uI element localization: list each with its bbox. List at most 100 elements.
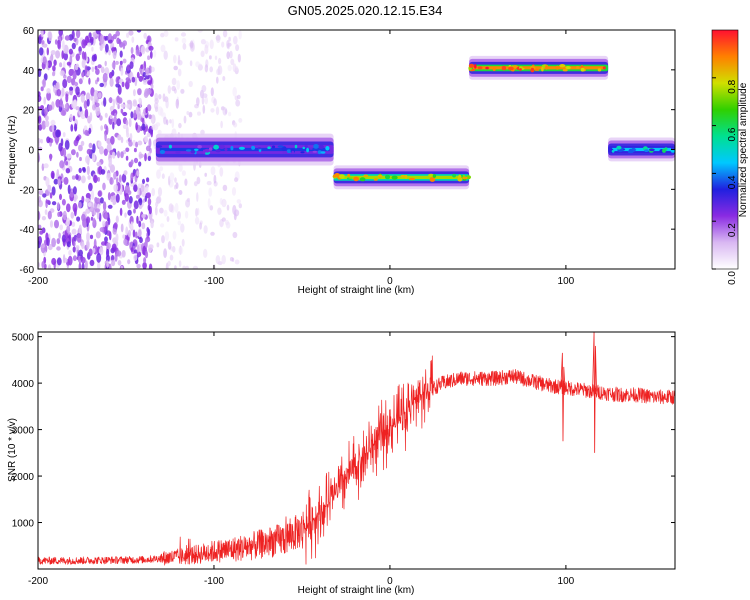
noise-speckle bbox=[146, 88, 152, 95]
band-texture bbox=[218, 144, 225, 149]
noise-speckle bbox=[136, 113, 142, 120]
band-texture bbox=[477, 66, 483, 70]
noise-speckle bbox=[126, 132, 130, 138]
noise-speckle bbox=[163, 209, 168, 217]
noise-speckle bbox=[160, 32, 165, 38]
noise-speckle bbox=[182, 43, 187, 50]
noise-speckle bbox=[210, 231, 215, 236]
noise-speckle bbox=[115, 30, 120, 37]
noise-speckle bbox=[56, 238, 61, 245]
noise-speckle bbox=[41, 163, 45, 171]
noise-speckle bbox=[113, 171, 117, 180]
band-texture bbox=[309, 147, 313, 150]
noise-speckle bbox=[43, 163, 49, 169]
noise-speckle bbox=[44, 120, 50, 128]
band-texture bbox=[230, 146, 234, 151]
noise-speckle bbox=[138, 97, 142, 104]
noise-speckle bbox=[235, 44, 240, 52]
noise-speckle bbox=[189, 60, 193, 67]
noise-speckle bbox=[103, 97, 107, 107]
noise-speckle bbox=[66, 241, 71, 248]
noise-speckle bbox=[78, 224, 82, 235]
noise-speckle bbox=[138, 204, 143, 210]
noise-speckle bbox=[81, 175, 86, 184]
band-texture bbox=[649, 148, 655, 152]
noise-speckle bbox=[71, 30, 75, 40]
noise-speckle bbox=[165, 98, 169, 109]
spectrogram-x-axis-label: Height of straight line (km) bbox=[298, 285, 415, 296]
noise-speckle bbox=[49, 192, 53, 199]
noise-speckle bbox=[126, 64, 131, 71]
noise-speckle bbox=[98, 247, 104, 256]
noise-speckle bbox=[73, 196, 77, 202]
noise-speckle bbox=[99, 82, 104, 88]
noise-speckle bbox=[167, 85, 171, 94]
band-texture bbox=[428, 173, 434, 177]
noise-speckle bbox=[115, 215, 119, 224]
noise-speckle bbox=[75, 245, 80, 250]
noise-speckle bbox=[156, 242, 160, 248]
noise-speckle bbox=[178, 163, 183, 172]
noise-speckle bbox=[86, 232, 90, 242]
band-texture bbox=[404, 174, 408, 179]
noise-speckle bbox=[102, 182, 106, 191]
noise-speckle bbox=[56, 246, 61, 251]
noise-speckle bbox=[186, 111, 190, 115]
noise-speckle bbox=[222, 76, 226, 81]
noise-speckle bbox=[136, 30, 142, 33]
noise-speckle bbox=[221, 41, 225, 48]
noise-speckle bbox=[38, 47, 44, 56]
noise-speckle bbox=[112, 200, 116, 206]
noise-speckle bbox=[100, 169, 106, 175]
noise-speckle bbox=[178, 246, 184, 255]
noise-speckle bbox=[228, 111, 232, 117]
noise-speckle bbox=[78, 201, 82, 209]
noise-speckle bbox=[204, 44, 209, 55]
noise-speckle bbox=[38, 224, 42, 230]
noise-speckle bbox=[146, 104, 152, 112]
noise-speckle bbox=[117, 150, 120, 159]
noise-speckle bbox=[107, 192, 111, 201]
noise-speckle bbox=[56, 257, 62, 266]
colorbar-scale bbox=[711, 29, 739, 270]
snr-frame bbox=[37, 331, 676, 570]
band-texture bbox=[208, 147, 213, 151]
noise-speckle bbox=[86, 239, 90, 250]
band-texture bbox=[175, 151, 181, 154]
noise-speckle bbox=[78, 262, 82, 269]
noise-speckle bbox=[40, 244, 46, 248]
noise-speckle bbox=[51, 124, 55, 133]
band-texture bbox=[555, 65, 560, 70]
noise-speckle bbox=[224, 219, 230, 226]
band-texture bbox=[306, 147, 309, 153]
noise-speckle bbox=[86, 71, 91, 76]
noise-speckle bbox=[120, 151, 124, 159]
noise-speckle bbox=[138, 161, 142, 167]
band-core bbox=[337, 175, 466, 179]
noise-speckle bbox=[138, 220, 142, 228]
noise-speckle bbox=[38, 115, 42, 124]
snr-x-tick-label: -100 bbox=[204, 576, 224, 587]
noise-speckle bbox=[91, 152, 96, 162]
noise-speckle bbox=[226, 51, 230, 60]
noise-speckle bbox=[102, 220, 106, 228]
noise-speckle bbox=[84, 108, 89, 119]
noise-speckle bbox=[42, 43, 48, 48]
noise-speckle bbox=[63, 147, 67, 158]
noise-speckle bbox=[199, 222, 203, 230]
noise-speckle bbox=[177, 59, 183, 66]
band-texture bbox=[271, 145, 276, 149]
noise-speckle bbox=[148, 263, 153, 269]
noise-speckle bbox=[146, 177, 150, 183]
noise-speckle bbox=[100, 125, 104, 131]
noise-speckle bbox=[73, 84, 76, 92]
snr-x-axis-label: Height of straight line (km) bbox=[298, 585, 415, 596]
noise-speckle bbox=[115, 193, 120, 203]
noise-speckle bbox=[111, 47, 117, 52]
noise-speckle bbox=[92, 217, 96, 225]
noise-speckle bbox=[91, 46, 94, 52]
noise-speckle bbox=[42, 56, 47, 65]
noise-speckle bbox=[54, 219, 59, 229]
noise-speckle bbox=[75, 135, 80, 142]
noise-speckle bbox=[97, 140, 102, 148]
